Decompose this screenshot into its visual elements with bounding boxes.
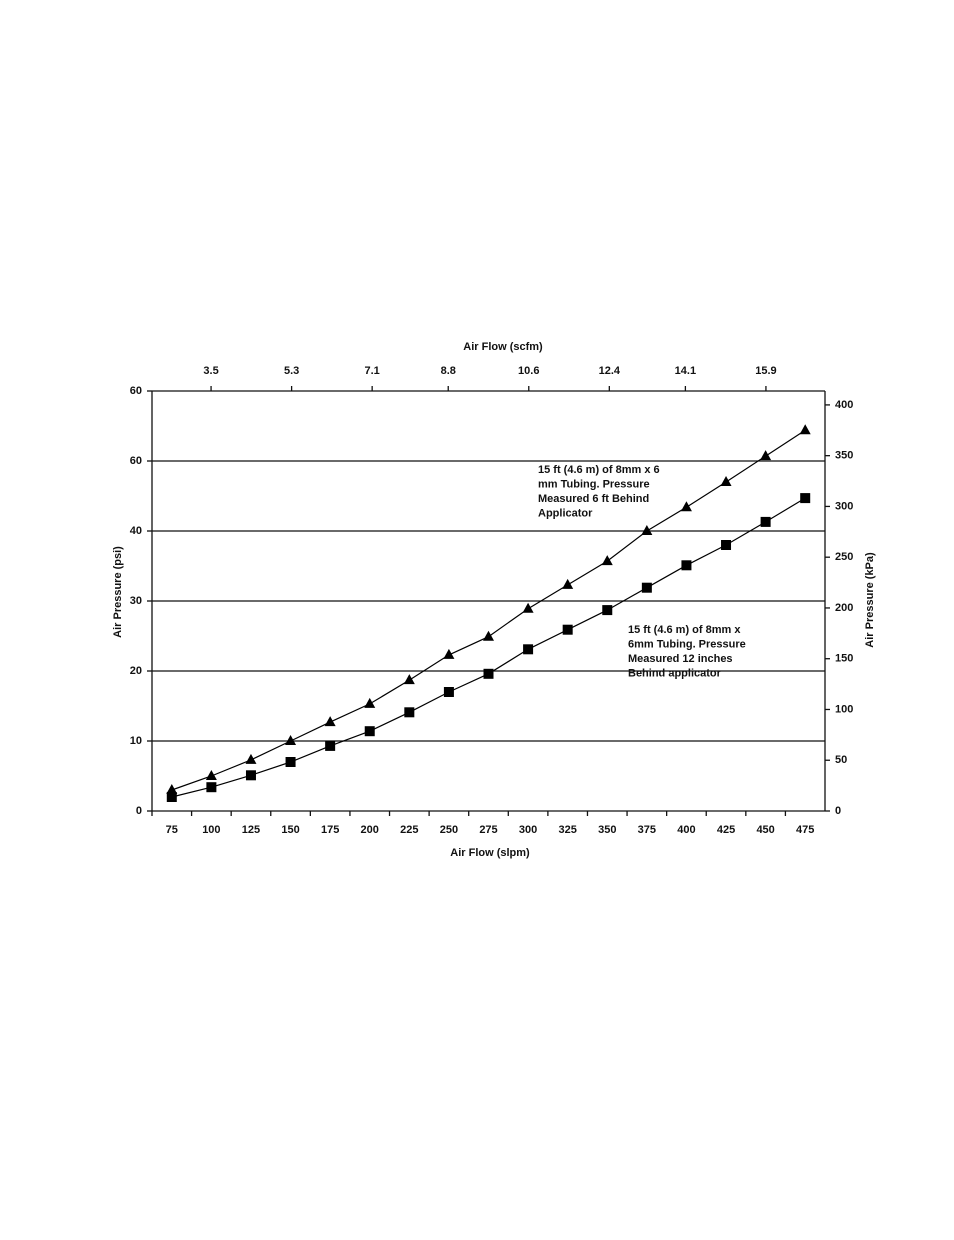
marker xyxy=(562,578,574,589)
x2-tick-label: 10.6 xyxy=(518,365,539,377)
marker xyxy=(364,726,375,737)
x2-tick-label: 15.9 xyxy=(755,365,776,377)
x-tick-label: 300 xyxy=(519,824,537,836)
x-tick-label: 350 xyxy=(598,824,616,836)
annotation: Measured 12 inches xyxy=(628,653,733,665)
marker xyxy=(680,501,692,512)
y2-tick-label: 150 xyxy=(835,653,853,665)
x-tick-label: 175 xyxy=(321,824,339,836)
marker xyxy=(245,753,257,764)
marker xyxy=(403,674,415,685)
x-tick-label: 100 xyxy=(202,824,220,836)
y-title: Air Pressure (psi) xyxy=(112,546,124,638)
x-tick-label: 275 xyxy=(479,824,497,836)
marker xyxy=(443,648,455,659)
marker xyxy=(483,630,494,641)
y-tick-label: 10 xyxy=(130,735,142,747)
x-tick-label: 475 xyxy=(796,824,814,836)
marker xyxy=(681,560,692,571)
marker xyxy=(601,555,613,566)
y2-tick-label: 50 xyxy=(835,754,847,766)
x2-tick-label: 8.8 xyxy=(441,365,456,377)
y2-tick-label: 100 xyxy=(835,703,853,715)
marker xyxy=(641,525,653,535)
marker xyxy=(285,735,297,745)
x-tick-label: 425 xyxy=(717,824,735,836)
marker xyxy=(206,782,217,793)
x2-tick-label: 14.1 xyxy=(675,365,696,377)
x-tick-label: 150 xyxy=(281,824,299,836)
y2-tick-label: 300 xyxy=(835,500,853,512)
annotation: Behind applicator xyxy=(628,667,722,679)
marker xyxy=(324,716,336,727)
marker xyxy=(800,493,811,504)
x-tick-label: 450 xyxy=(756,824,774,836)
annotation: 15 ft (4.6 m) of 8mm x xyxy=(628,624,741,636)
y-tick-label: 40 xyxy=(130,525,142,537)
x2-title: Air Flow (scfm) xyxy=(463,341,543,353)
marker xyxy=(602,605,613,616)
y2-title: Air Pressure (kPa) xyxy=(864,552,876,648)
annotation: mm Tubing. Pressure xyxy=(538,478,650,490)
marker xyxy=(523,644,534,655)
marker xyxy=(760,516,771,527)
marker xyxy=(721,540,732,550)
marker xyxy=(404,707,415,718)
x2-tick-label: 3.5 xyxy=(203,365,218,377)
marker xyxy=(483,668,494,679)
y2-tick-label: 250 xyxy=(835,551,853,563)
y-tick-label: 0 xyxy=(136,805,142,817)
x-tick-label: 75 xyxy=(166,824,178,836)
x-tick-label: 400 xyxy=(677,824,695,836)
marker xyxy=(245,770,256,781)
x-tick-label: 250 xyxy=(440,824,458,836)
marker xyxy=(760,450,772,461)
y2-tick-label: 350 xyxy=(835,450,853,462)
marker xyxy=(522,602,534,613)
marker xyxy=(166,784,178,794)
x-tick-label: 200 xyxy=(361,824,379,836)
marker xyxy=(205,770,217,780)
marker xyxy=(720,476,732,486)
marker xyxy=(325,740,336,751)
x-tick-label: 125 xyxy=(242,824,260,836)
y-tick-label: 60 xyxy=(130,455,142,467)
annotation: 6mm Tubing. Pressure xyxy=(628,638,746,650)
x-title: Air Flow (slpm) xyxy=(450,847,530,859)
marker xyxy=(641,582,652,593)
x-tick-label: 225 xyxy=(400,824,418,836)
y-tick-label: 30 xyxy=(130,595,142,607)
annotation: 15 ft (4.6 m) of 8mm x 6 xyxy=(538,464,660,476)
x2-tick-label: 7.1 xyxy=(365,365,380,377)
x-tick-label: 375 xyxy=(638,824,656,836)
y2-tick-label: 200 xyxy=(835,602,853,614)
x2-tick-label: 12.4 xyxy=(599,365,621,377)
marker xyxy=(799,424,811,435)
y2-tick-label: 0 xyxy=(835,805,841,817)
marker xyxy=(364,697,376,708)
y2-tick-label: 400 xyxy=(835,399,853,411)
marker xyxy=(562,624,573,635)
series-line xyxy=(171,429,806,791)
y-tick-label: 20 xyxy=(130,665,142,677)
x2-tick-label: 5.3 xyxy=(284,365,299,377)
annotation: Applicator xyxy=(538,507,593,519)
marker xyxy=(166,792,177,802)
y-tick-label: 60 xyxy=(130,385,142,397)
x-tick-label: 325 xyxy=(558,824,576,836)
annotation: Measured 6 ft Behind xyxy=(538,493,649,505)
marker xyxy=(443,687,454,697)
marker xyxy=(285,757,296,767)
